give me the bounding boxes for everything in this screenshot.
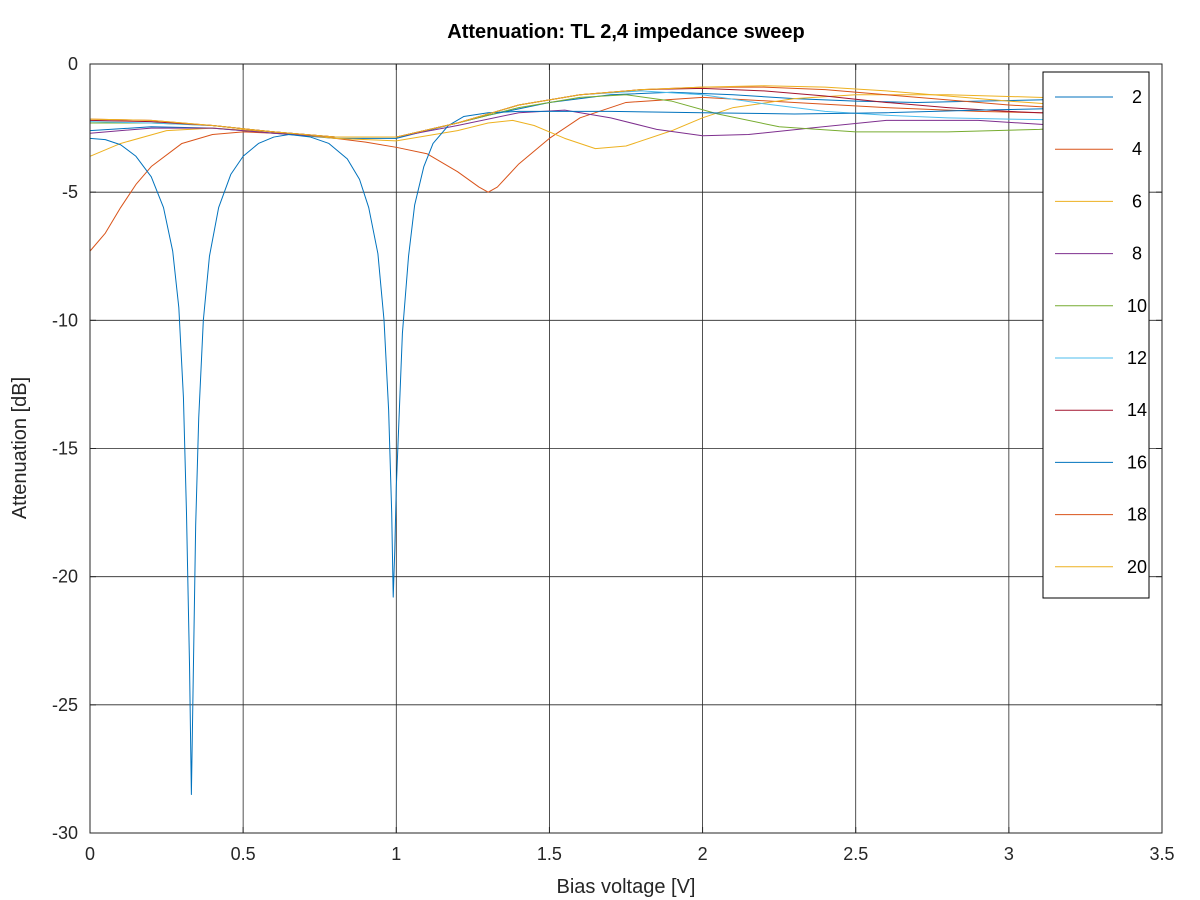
axis-ticks: 0 0.5 1 1.5 2 2.5 3 3.5 0 -5 -10 -15 -20 -25 -30 [52,54,1175,864]
legend-entry-label: 2 [1132,87,1142,107]
x-axis-label: Bias voltage [V] [557,876,696,898]
x-tick-label: 1.5 [537,844,562,864]
y-tick-label: -15 [52,439,78,459]
y-tick-label: -5 [62,182,78,202]
legend-entry-label: 18 [1127,505,1147,525]
series-line-20 [89,85,1101,138]
grid-lines [89,63,1163,834]
y-tick-label: -20 [52,567,78,587]
legend-box [1042,71,1150,599]
series-line-16 [89,107,1101,796]
series-line-8 [89,109,1101,138]
legend-entry-label: 14 [1127,400,1147,420]
x-tick-label: 0 [85,844,95,864]
legend-entry-label: 8 [1132,244,1142,264]
y-tick-label: -30 [52,823,78,843]
legend: 2 4 6 8 10 12 14 16 18 20 [1042,71,1150,599]
x-tick-label: 2.5 [843,844,868,864]
legend-entry-label: 6 [1132,191,1142,211]
x-tick-label: 1 [391,844,401,864]
x-tick-label: 0.5 [231,844,256,864]
x-tick-label: 3.5 [1149,844,1174,864]
y-tick-label: -25 [52,695,78,715]
series-line-6 [89,94,1101,157]
series-line-4 [89,96,1101,252]
y-tick-label: -10 [52,310,78,330]
y-tick-label: 0 [68,54,78,74]
x-tick-label: 3 [1004,844,1014,864]
x-tick-label: 2 [698,844,708,864]
plot-series [89,85,1101,796]
legend-entry-label: 16 [1127,452,1147,472]
legend-entry-label: 20 [1127,557,1147,577]
y-axis-label: Attenuation [dB] [9,377,31,519]
legend-entry-label: 12 [1127,348,1147,368]
chart-title: Attenuation: TL 2,4 impedance sweep [447,21,804,43]
legend-entry-label: 4 [1132,139,1142,159]
legend-entry-label: 10 [1127,296,1147,316]
